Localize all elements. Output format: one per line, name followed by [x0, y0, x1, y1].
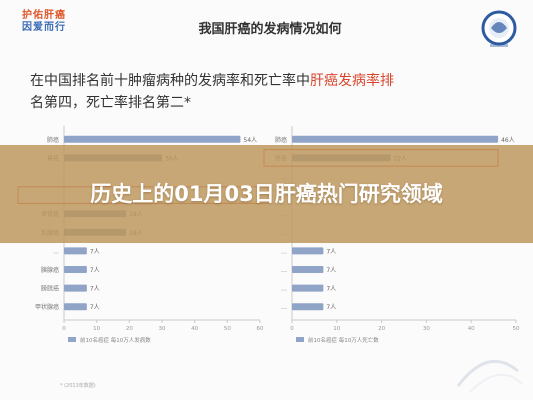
value-label: 7人: [326, 286, 336, 293]
category-label: 甲状腺癌: [35, 303, 59, 311]
subtitle-highlight: 肝癌发病率排: [310, 73, 394, 89]
value-label: 7人: [90, 248, 100, 255]
value-label: 7人: [90, 286, 100, 293]
legend-swatch: [68, 337, 76, 342]
bar: [64, 303, 87, 311]
category-label: 胰腺癌: [41, 266, 59, 274]
brand-logo: 护佑肝癌 因爱而行: [22, 10, 96, 34]
bar: [292, 284, 324, 292]
chart-subtitle: 在中国排名前十肿瘤病种的发病率和死亡率中肝癌发病率排 名第四，死亡率排名第二*: [30, 70, 500, 114]
bar: [64, 284, 87, 292]
bar: [292, 266, 324, 273]
value-label: 7人: [326, 248, 336, 255]
x-tick-label: 10: [93, 326, 100, 332]
category-label: …: [53, 248, 59, 255]
chart-note: 前10名癌症 每10万人死亡数: [308, 336, 379, 344]
category-label: …: [281, 286, 287, 293]
value-label: 7人: [326, 267, 336, 274]
x-tick-label: 30: [159, 326, 166, 332]
decorative-swirl-icon: [456, 360, 523, 393]
x-tick-label: 0: [62, 326, 66, 332]
x-tick-label: 40: [191, 326, 198, 332]
value-label: 54人: [243, 137, 257, 144]
slide-title: 我国肝癌的发病情况如何: [198, 22, 342, 37]
bar: [292, 247, 324, 255]
category-label: 肺癌: [47, 136, 59, 144]
bar: [292, 135, 499, 143]
bar: [64, 247, 87, 255]
x-tick-label: 40: [468, 326, 475, 332]
x-tick-label: 0: [290, 326, 294, 332]
x-tick-label: 60: [257, 326, 264, 332]
logo-line-1: 护佑肝癌: [22, 10, 66, 21]
subtitle-line2: 名第四，死亡率排名第二*: [30, 95, 191, 111]
value-label: 7人: [90, 267, 100, 274]
x-tick-label: 10: [333, 326, 340, 332]
category-label: 肺癌: [275, 136, 287, 144]
chart-note: 前10名癌症 每10万人发病数: [80, 336, 151, 344]
bar: [64, 266, 87, 273]
value-label: 7人: [326, 304, 336, 311]
legend-swatch: [296, 337, 304, 342]
subtitle-prefix: 在中国排名前十肿瘤病种的发病率和死亡率中: [30, 73, 310, 89]
category-label: …: [281, 304, 287, 311]
value-label: 46人: [501, 137, 515, 144]
category-label: 膀胱癌: [41, 285, 59, 293]
footer-note: * (2013年数据): [60, 383, 96, 389]
x-tick-label: 30: [423, 326, 430, 332]
partner-logo-icon: [481, 10, 517, 47]
x-tick-label: 20: [378, 326, 385, 332]
x-tick-label: 20: [126, 326, 133, 332]
bar: [292, 303, 324, 311]
title-banner: 历史上的01月03日肝癌热门研究领域: [0, 145, 533, 243]
bar: [64, 135, 241, 143]
x-tick-label: 50: [513, 326, 520, 332]
logo-line-2: 因爱而行: [22, 22, 66, 33]
value-label: 7人: [90, 304, 100, 311]
banner-title: 历史上的01月03日肝癌热门研究领域: [90, 181, 443, 206]
category-label: …: [281, 267, 287, 274]
category-label: …: [281, 248, 287, 255]
x-tick-label: 50: [224, 326, 231, 332]
